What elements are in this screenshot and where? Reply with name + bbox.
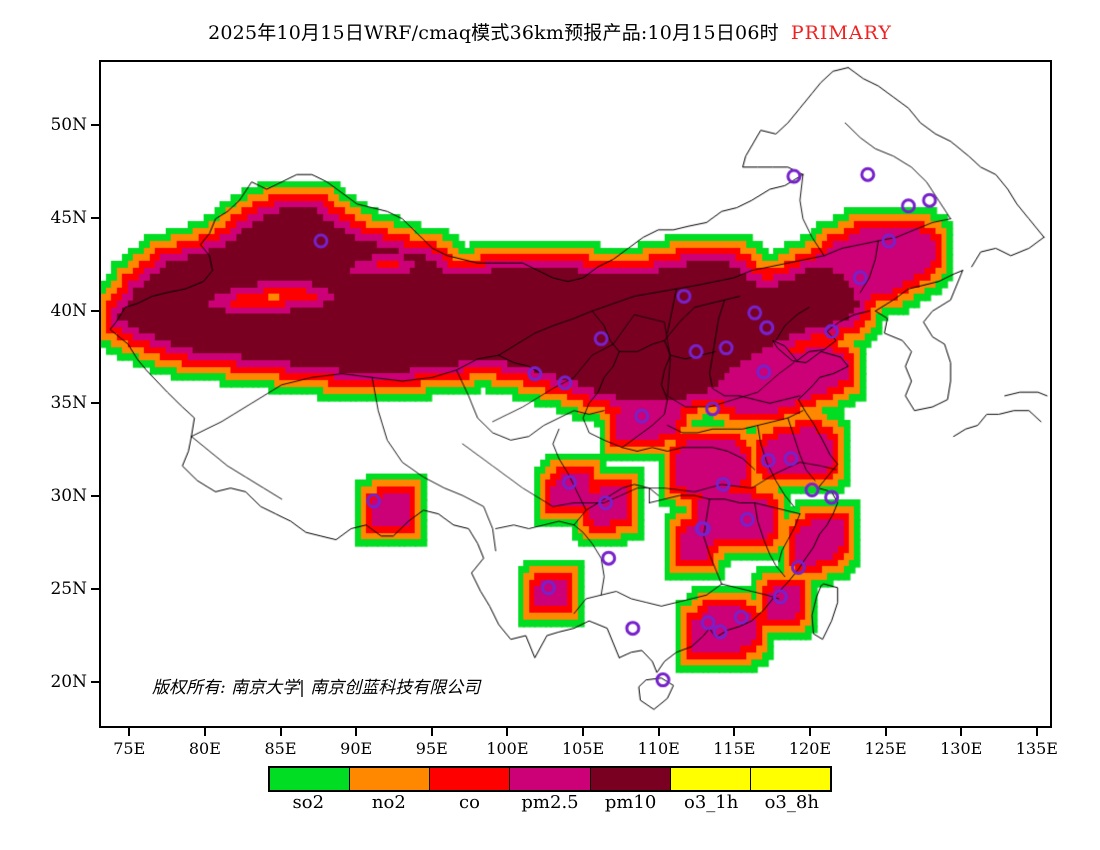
x-axis-tick [733, 728, 736, 736]
copyright-text: 版权所有: 南京大学| 南京创蓝科技有限公司 [152, 678, 481, 698]
legend-label-o3_1h: o3_1h [684, 792, 739, 813]
legend-swatch-co [430, 768, 511, 790]
x-axis-tick [960, 728, 963, 736]
legend-label-o3_8h: o3_8h [764, 792, 819, 813]
x-axis-tick [506, 728, 509, 736]
y-axis-label: 25N [50, 578, 87, 599]
x-axis-label: 90E [340, 739, 373, 758]
y-axis-tick [91, 587, 99, 590]
x-axis-tick [430, 728, 433, 736]
y-axis-tick [91, 123, 99, 126]
legend-label-so2: so2 [292, 792, 325, 813]
x-axis-tick [582, 728, 585, 736]
y-axis-label: 45N [50, 207, 87, 228]
x-axis-label: 75E [113, 739, 146, 758]
legend-swatch-so2 [270, 768, 351, 790]
x-axis-tick [203, 728, 206, 736]
x-axis-label: 130E [940, 739, 983, 758]
y-axis-tick [91, 309, 99, 312]
legend-label-co: co [458, 792, 480, 813]
x-axis-label: 115E [713, 739, 756, 758]
x-axis-tick [884, 728, 887, 736]
x-axis-tick [657, 728, 660, 736]
x-axis-label: 85E [264, 739, 297, 758]
x-axis-tick [128, 728, 131, 736]
x-axis-label: 125E [864, 739, 907, 758]
x-axis-tick [355, 728, 358, 736]
y-axis-label: 30N [50, 486, 87, 507]
x-axis-label: 105E [561, 739, 605, 758]
y-axis-tick [91, 495, 99, 498]
pollutant-heatmap-canvas [101, 62, 1050, 726]
y-axis-tick [91, 216, 99, 219]
pollutant-legend-bar [268, 766, 832, 792]
y-axis-label: 50N [50, 114, 87, 135]
chart-title: 2025年10月15日WRF/cmaq模式36km预报产品:10月15日06时 P… [0, 18, 1100, 45]
x-axis-label: 95E [415, 739, 448, 758]
x-axis-tick [1035, 728, 1038, 736]
x-axis-label: 80E [188, 739, 221, 758]
x-axis-label: 120E [788, 739, 832, 758]
legend-swatch-o3_8h [750, 768, 830, 790]
legend-swatch-no2 [350, 768, 431, 790]
legend-swatch-pm2_5 [510, 768, 591, 790]
legend-label-pm2_5: pm2.5 [521, 792, 579, 813]
x-axis-label: 135E [1015, 739, 1058, 758]
x-axis-label: 100E [486, 739, 529, 758]
x-axis-label: 110E [637, 739, 680, 758]
y-axis-label: 20N [50, 671, 87, 692]
title-main-text: 2025年10月15日WRF/cmaq模式36km预报产品:10月15日06时 [208, 22, 779, 44]
y-axis-label: 35N [50, 393, 87, 414]
legend-swatch-pm10 [590, 768, 671, 790]
x-axis-tick [279, 728, 282, 736]
map-plot-area [99, 60, 1052, 728]
legend-label-no2: no2 [371, 792, 406, 813]
title-primary-text: PRIMARY [790, 22, 892, 44]
pollutant-legend-labels: so2 no2 co pm2.5 pm10 o3_1h o3_8h [268, 792, 832, 816]
legend-label-pm10: pm10 [604, 792, 657, 813]
legend-swatch-o3_1h [670, 768, 751, 790]
y-axis-label: 40N [50, 300, 87, 321]
x-axis-tick [808, 728, 811, 736]
y-axis-tick [91, 680, 99, 683]
y-axis-tick [91, 402, 99, 405]
